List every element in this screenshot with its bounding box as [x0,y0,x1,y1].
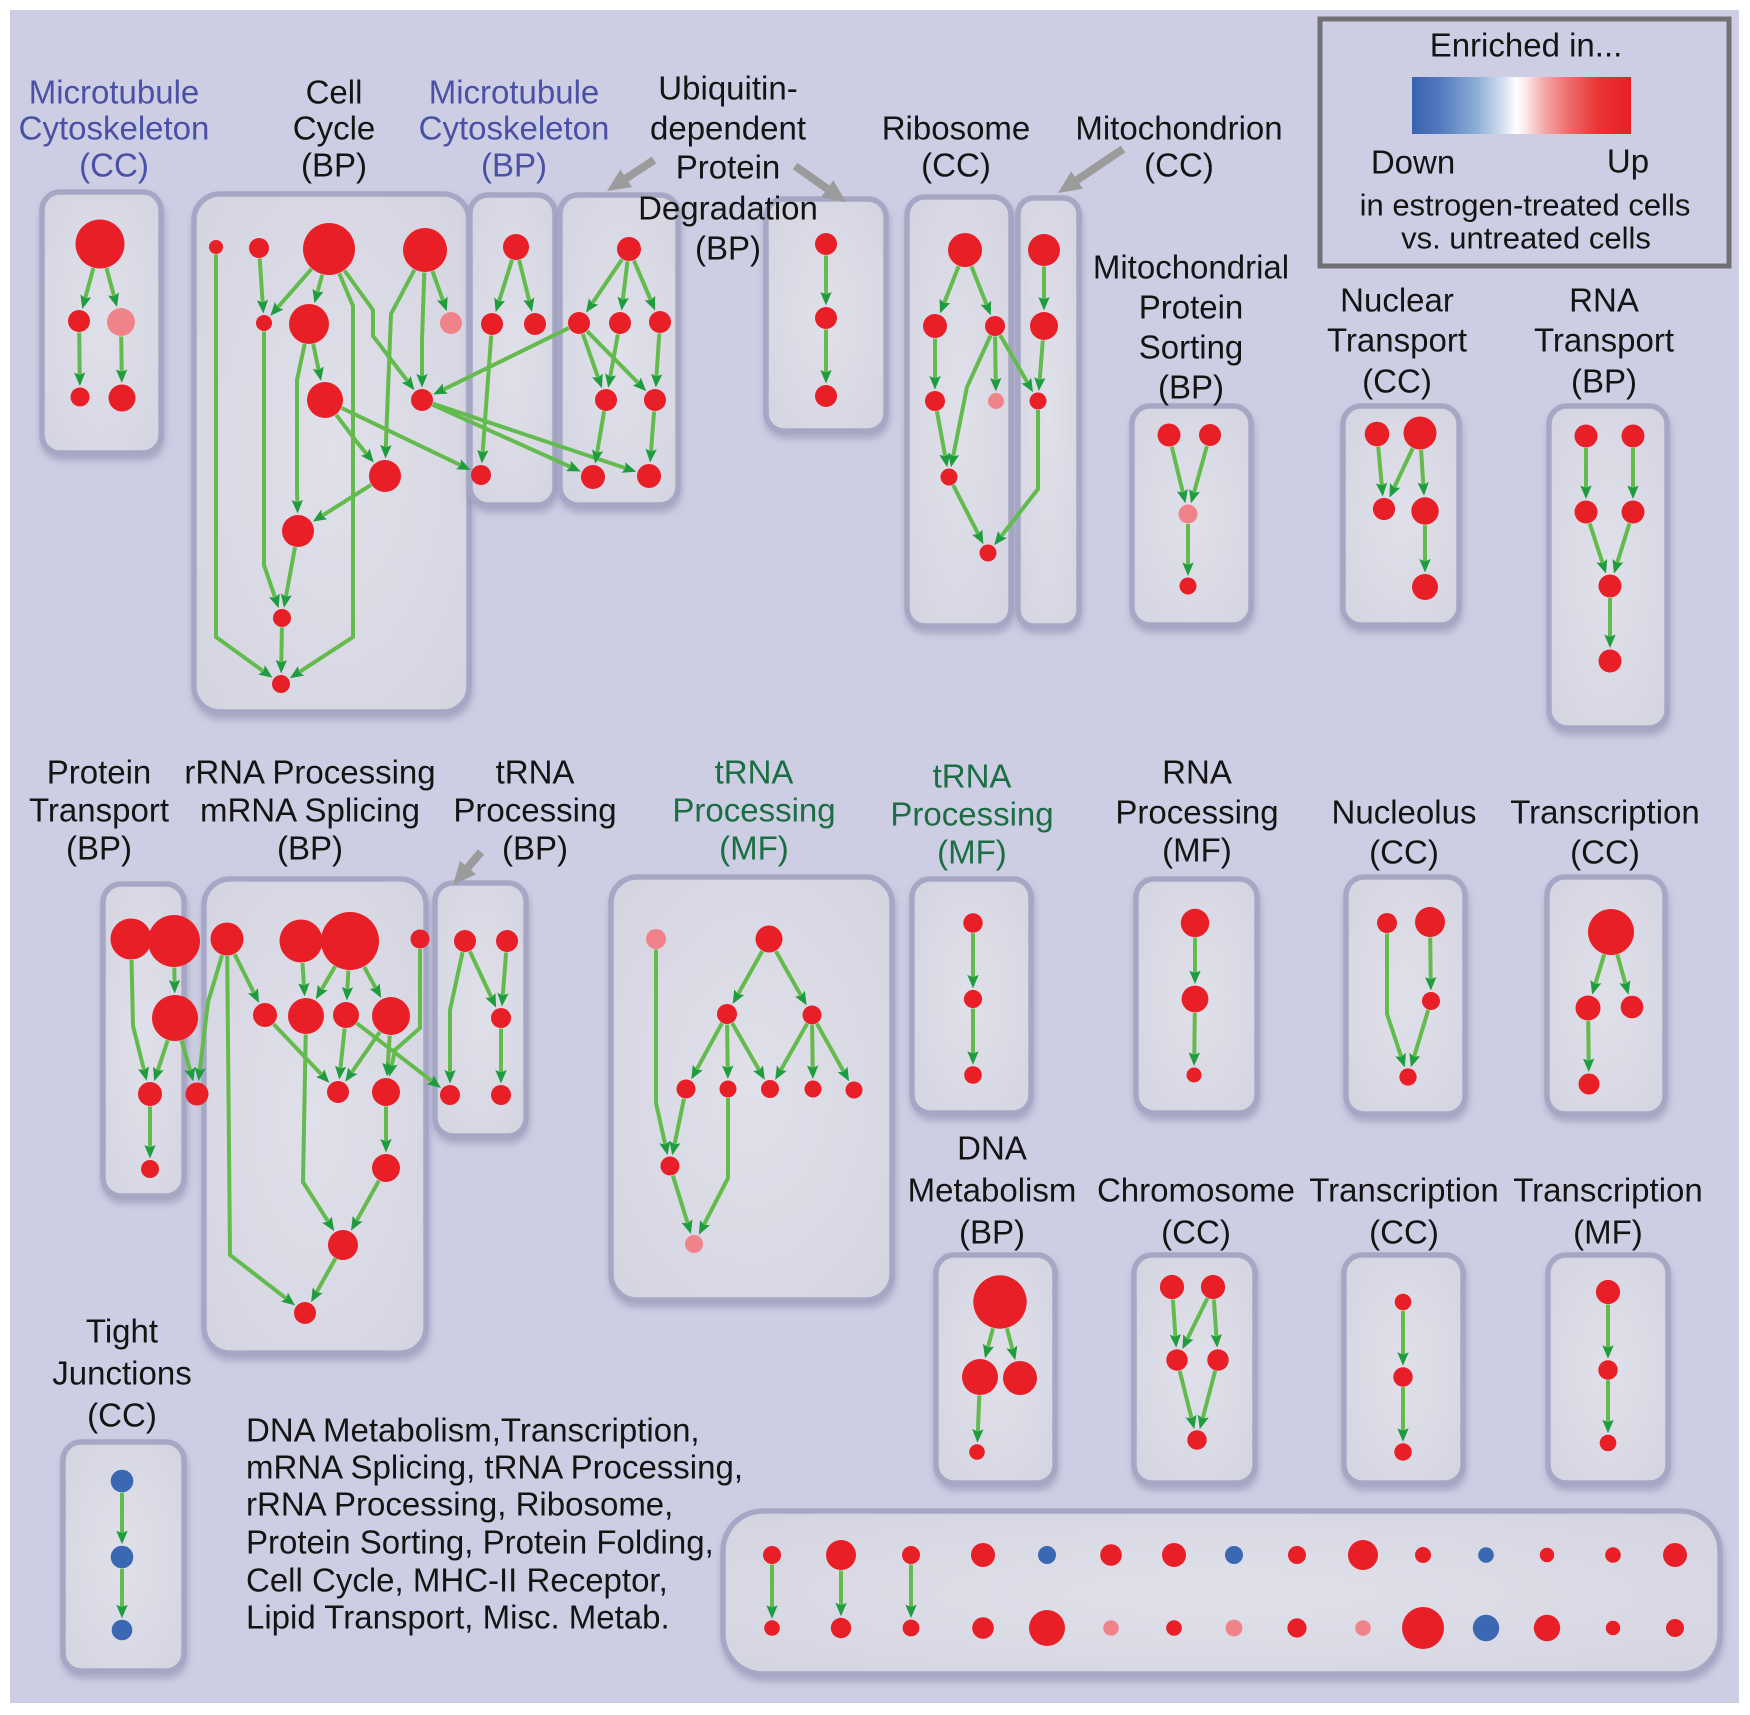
svg-text:Degradation: Degradation [638,190,818,227]
svg-text:Protein: Protein [47,754,152,791]
svg-text:mRNA Splicing, tRNA Processing: mRNA Splicing, tRNA Processing, [246,1449,743,1486]
svg-text:Transport: Transport [29,792,169,829]
svg-text:Ribosome: Ribosome [882,110,1031,147]
svg-text:RNA: RNA [1569,282,1639,319]
svg-text:Lipid Transport, Misc. Metab.: Lipid Transport, Misc. Metab. [246,1599,670,1636]
svg-text:Ubiquitin-: Ubiquitin- [658,70,797,107]
svg-text:(BP): (BP) [502,830,568,867]
svg-text:DNA Metabolism,Transcription,: DNA Metabolism,Transcription, [246,1412,700,1449]
svg-text:(CC): (CC) [1362,363,1432,400]
svg-text:Processing: Processing [453,792,616,829]
svg-text:(BP): (BP) [1158,369,1224,406]
svg-text:rRNA Processing, Ribosome,: rRNA Processing, Ribosome, [246,1486,673,1523]
svg-text:(MF): (MF) [1162,832,1232,869]
svg-text:tRNA: tRNA [496,754,575,791]
svg-text:in estrogen-treated cells: in estrogen-treated cells [1360,188,1691,223]
svg-text:(CC): (CC) [1161,1214,1231,1251]
svg-text:Protein Sorting, Protein Foldi: Protein Sorting, Protein Folding, [246,1524,714,1561]
svg-text:(CC): (CC) [1570,834,1640,871]
svg-text:Down: Down [1371,144,1455,181]
svg-text:Mitochondrion: Mitochondrion [1075,110,1282,147]
svg-text:Cell Cycle, MHC-II Receptor,: Cell Cycle, MHC-II Receptor, [246,1562,668,1599]
svg-text:(CC): (CC) [1144,147,1214,184]
svg-text:(MF): (MF) [1573,1214,1643,1251]
svg-text:Protein: Protein [1139,289,1244,326]
svg-text:DNA: DNA [957,1130,1027,1167]
svg-text:rRNA Processing: rRNA Processing [184,754,435,791]
svg-text:Processing: Processing [1115,794,1278,831]
svg-text:Junctions: Junctions [52,1355,191,1392]
svg-text:Transcription: Transcription [1510,794,1700,831]
svg-text:(CC): (CC) [921,147,991,184]
svg-text:Microtubule: Microtubule [29,74,200,111]
svg-text:(MF): (MF) [937,834,1007,871]
svg-text:(BP): (BP) [66,830,132,867]
svg-text:Cytoskeleton: Cytoskeleton [19,110,210,147]
svg-text:Transcription: Transcription [1309,1172,1499,1209]
svg-text:Processing: Processing [672,792,835,829]
svg-text:Cytoskeleton: Cytoskeleton [419,110,610,147]
svg-text:(CC): (CC) [1369,1214,1439,1251]
svg-text:(BP): (BP) [301,147,367,184]
svg-text:(BP): (BP) [277,830,343,867]
svg-text:Nuclear: Nuclear [1340,282,1454,319]
svg-text:Processing: Processing [890,796,1053,833]
svg-text:Metabolism: Metabolism [908,1172,1077,1209]
svg-text:(BP): (BP) [959,1214,1025,1251]
svg-text:Sorting: Sorting [1139,329,1244,366]
svg-text:Transport: Transport [1327,322,1467,359]
svg-text:tRNA: tRNA [933,758,1012,795]
svg-text:(CC): (CC) [1369,834,1439,871]
svg-text:Cell: Cell [306,74,363,111]
svg-text:vs. untreated cells: vs. untreated cells [1401,221,1651,256]
svg-text:(BP): (BP) [1571,363,1637,400]
svg-text:Transport: Transport [1534,322,1674,359]
svg-text:(BP): (BP) [695,230,761,267]
svg-text:Up: Up [1607,143,1649,180]
svg-text:(CC): (CC) [87,1397,157,1434]
svg-text:(MF): (MF) [719,830,789,867]
svg-text:Enriched in...: Enriched in... [1430,27,1623,64]
svg-text:mRNA Splicing: mRNA Splicing [200,792,420,829]
svg-text:RNA: RNA [1162,754,1232,791]
svg-text:Nucleolus: Nucleolus [1332,794,1477,831]
svg-text:Chromosome: Chromosome [1097,1172,1295,1209]
svg-text:Tight: Tight [86,1313,158,1350]
svg-text:Mitochondrial: Mitochondrial [1093,249,1289,286]
svg-text:Transcription: Transcription [1513,1172,1703,1209]
svg-text:(CC): (CC) [79,147,149,184]
svg-text:dependent: dependent [650,110,806,147]
svg-text:tRNA: tRNA [715,754,794,791]
svg-text:(BP): (BP) [481,147,547,184]
svg-text:Microtubule: Microtubule [429,74,600,111]
svg-text:Cycle: Cycle [293,110,376,147]
svg-text:Protein: Protein [676,149,781,186]
